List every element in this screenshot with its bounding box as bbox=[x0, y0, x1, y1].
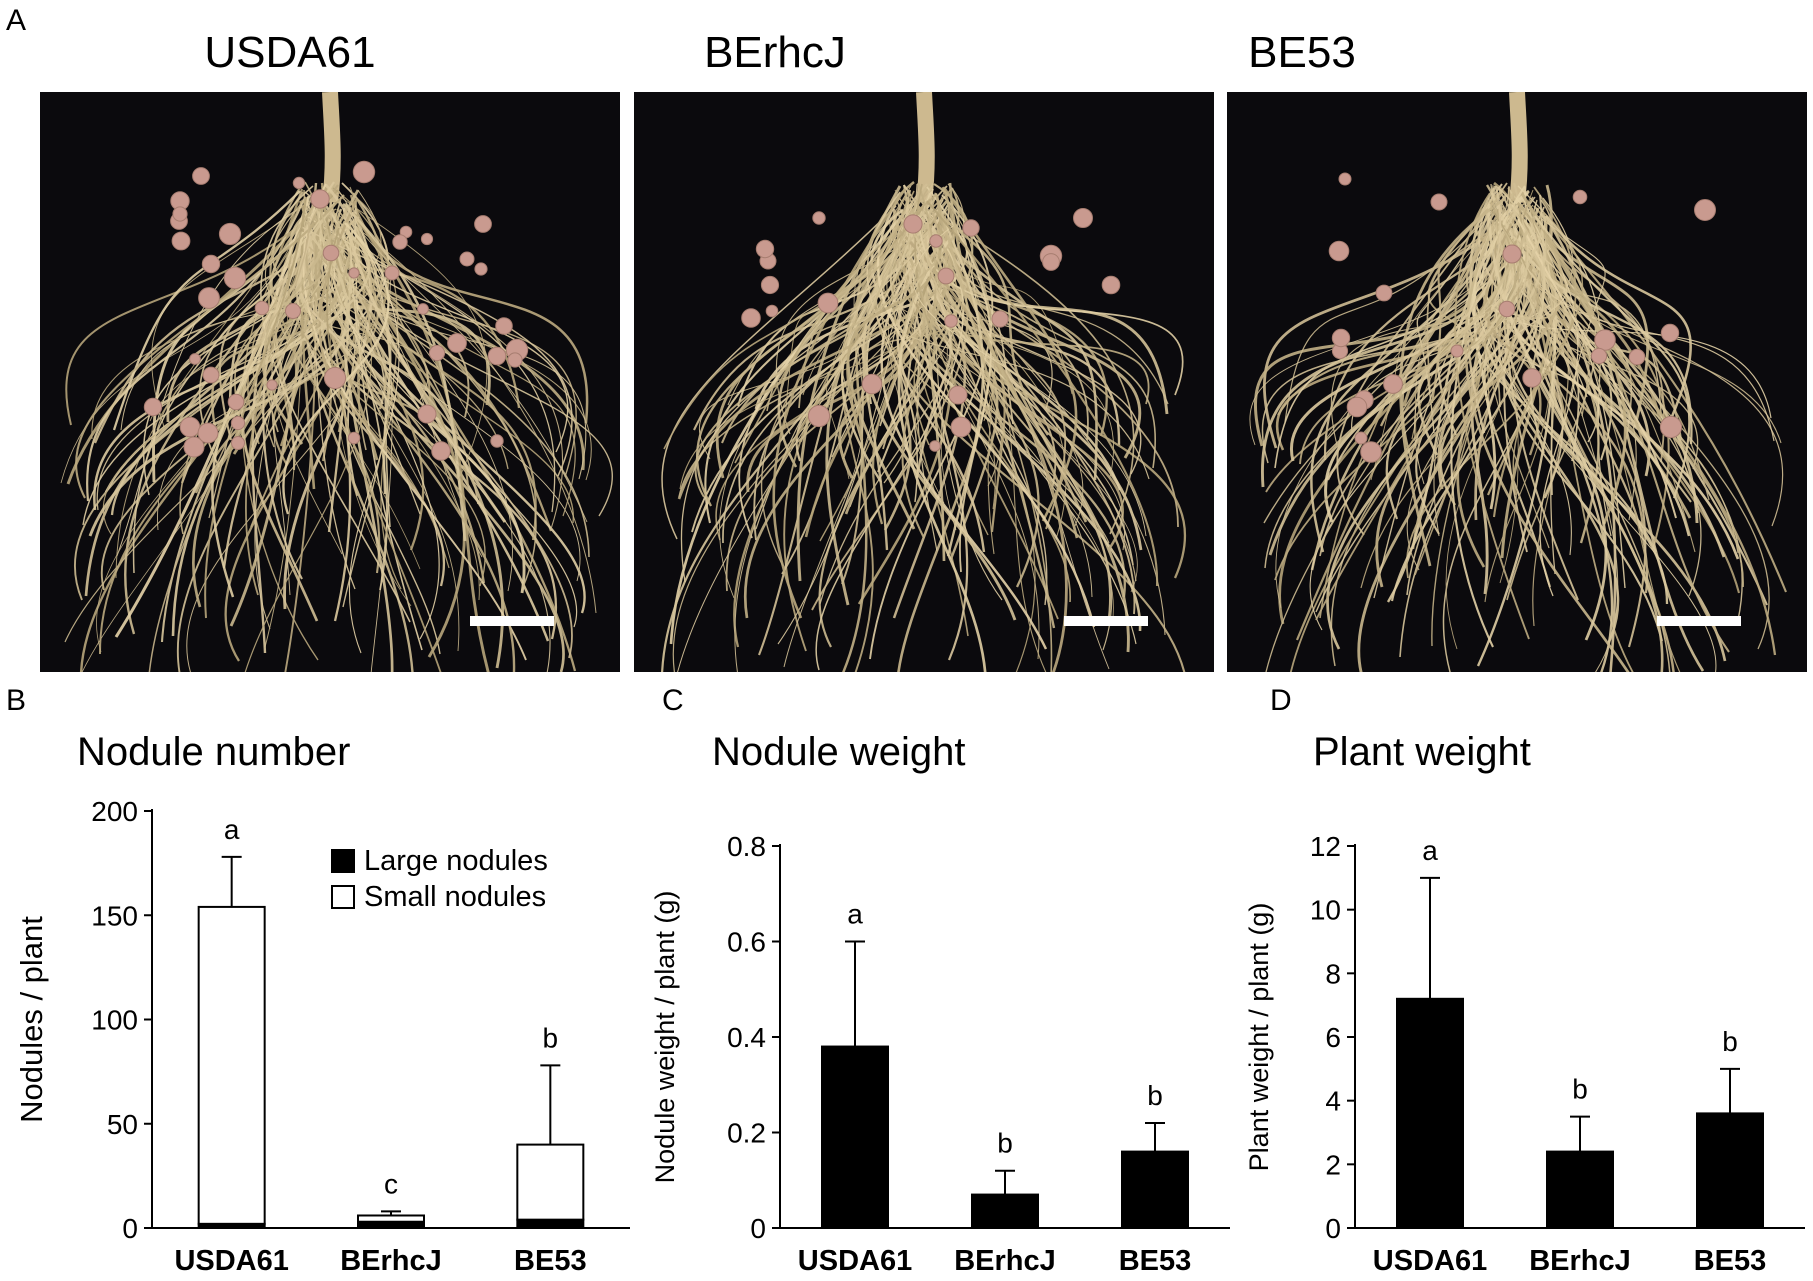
significance-letter: b bbox=[997, 1128, 1013, 1159]
category-label: BErhcJ bbox=[1529, 1245, 1631, 1277]
chart-title-nodule-number: Nodule number bbox=[77, 730, 351, 774]
bar-value-be53 bbox=[1696, 1112, 1764, 1229]
scale-bar bbox=[470, 616, 554, 626]
significance-letter: a bbox=[1422, 835, 1438, 866]
y-tick-label: 8 bbox=[1325, 958, 1341, 989]
significance-letter: a bbox=[847, 899, 863, 930]
chart-plant-weight: 0 2 4 6 8 10 12 Plant weight / plant (g) a b b USDA… bbox=[1244, 831, 1805, 1277]
y-axis-label: Plant weight / plant (g) bbox=[1244, 903, 1274, 1172]
panel-letter-a: A bbox=[6, 4, 27, 37]
bar-value-be53 bbox=[1121, 1150, 1189, 1230]
root-illustration bbox=[1249, 92, 1787, 672]
y-tick-label: 0.2 bbox=[727, 1118, 766, 1149]
bar-value-berhcj bbox=[971, 1193, 1039, 1230]
bar-value-usda61 bbox=[821, 1045, 889, 1229]
category-label: USDA61 bbox=[1373, 1245, 1487, 1277]
y-tick-label: 0.8 bbox=[727, 831, 766, 862]
photo-title-berhcj: BErhcJ bbox=[704, 28, 846, 77]
root-strands bbox=[60, 92, 613, 672]
y-tick-label: 4 bbox=[1325, 1086, 1341, 1117]
category-label: BErhcJ bbox=[340, 1245, 442, 1277]
legend-swatch bbox=[331, 885, 355, 909]
chart-title-nodule-weight: Nodule weight bbox=[712, 730, 966, 774]
root-strands bbox=[1249, 92, 1787, 672]
bar-small-nodules-usda61 bbox=[197, 905, 266, 1225]
root-illustration bbox=[60, 92, 613, 672]
y-tick-label: 6 bbox=[1325, 1022, 1341, 1053]
bar-value-berhcj bbox=[1546, 1150, 1614, 1230]
y-tick-label: 0.6 bbox=[727, 927, 766, 958]
significance-letter: b bbox=[1147, 1080, 1163, 1111]
y-tick-label: 0 bbox=[750, 1213, 766, 1244]
y-tick-label: 2 bbox=[1325, 1149, 1341, 1180]
category-label: BE53 bbox=[514, 1245, 587, 1277]
bar-small-nodules-be53 bbox=[516, 1143, 585, 1221]
significance-letter: a bbox=[224, 814, 240, 845]
panel-letter-c: C bbox=[662, 684, 684, 717]
panel-letter-b: B bbox=[6, 684, 27, 717]
scale-bar bbox=[1064, 616, 1148, 626]
nodules bbox=[1328, 172, 1716, 463]
significance-letter: c bbox=[384, 1168, 398, 1199]
category-label: BE53 bbox=[1119, 1245, 1192, 1277]
y-tick-label: 0.4 bbox=[727, 1022, 766, 1053]
category-label: USDA61 bbox=[174, 1245, 288, 1277]
bar-small-nodules-berhcj bbox=[357, 1214, 425, 1223]
y-tick-label: 12 bbox=[1310, 831, 1341, 862]
y-tick-label: 100 bbox=[91, 1005, 138, 1036]
chart-nodule-number: 0 50 100 150 200 Nodules / plant a c b USDA61 BErh… bbox=[14, 796, 630, 1277]
category-label: BErhcJ bbox=[954, 1245, 1056, 1277]
nodules bbox=[143, 160, 529, 461]
y-axis-label: Nodules / plant bbox=[14, 916, 49, 1123]
legend-swatch bbox=[331, 849, 355, 873]
significance-letter: b bbox=[543, 1022, 559, 1053]
chart-nodule-weight: 0 0.2 0.4 0.6 0.8 Nodule weight / plant (g) a b… bbox=[650, 831, 1230, 1277]
category-label: USDA61 bbox=[798, 1245, 912, 1277]
y-tick-label: 150 bbox=[91, 900, 138, 931]
root-photo-berhcj bbox=[634, 92, 1214, 672]
root-photo-usda61 bbox=[40, 92, 620, 672]
photo-title-be53: BE53 bbox=[1248, 28, 1356, 77]
bar-value-usda61 bbox=[1396, 997, 1464, 1229]
y-tick-label: 10 bbox=[1310, 895, 1341, 926]
y-tick-label: 50 bbox=[107, 1109, 138, 1140]
scale-bar bbox=[1657, 616, 1741, 626]
legend-label: Large nodules bbox=[364, 845, 548, 877]
significance-letter: b bbox=[1572, 1074, 1588, 1105]
y-tick-label: 0 bbox=[122, 1213, 138, 1244]
root-photo-be53 bbox=[1227, 92, 1807, 672]
bar-large-nodules-be53 bbox=[516, 1218, 585, 1230]
chart-title-plant-weight: Plant weight bbox=[1313, 730, 1531, 774]
nodules bbox=[741, 208, 1121, 452]
root-strands bbox=[661, 92, 1186, 672]
y-tick-label: 200 bbox=[91, 796, 138, 827]
panel-letter-d: D bbox=[1270, 684, 1292, 717]
photo-title-usda61: USDA61 bbox=[204, 28, 376, 77]
category-label: BE53 bbox=[1694, 1245, 1767, 1277]
significance-letter: b bbox=[1722, 1026, 1738, 1057]
y-tick-label: 0 bbox=[1325, 1213, 1341, 1244]
root-illustration bbox=[661, 92, 1186, 672]
legend-label: Small nodules bbox=[364, 881, 546, 913]
y-axis-label: Nodule weight / plant (g) bbox=[650, 891, 680, 1184]
